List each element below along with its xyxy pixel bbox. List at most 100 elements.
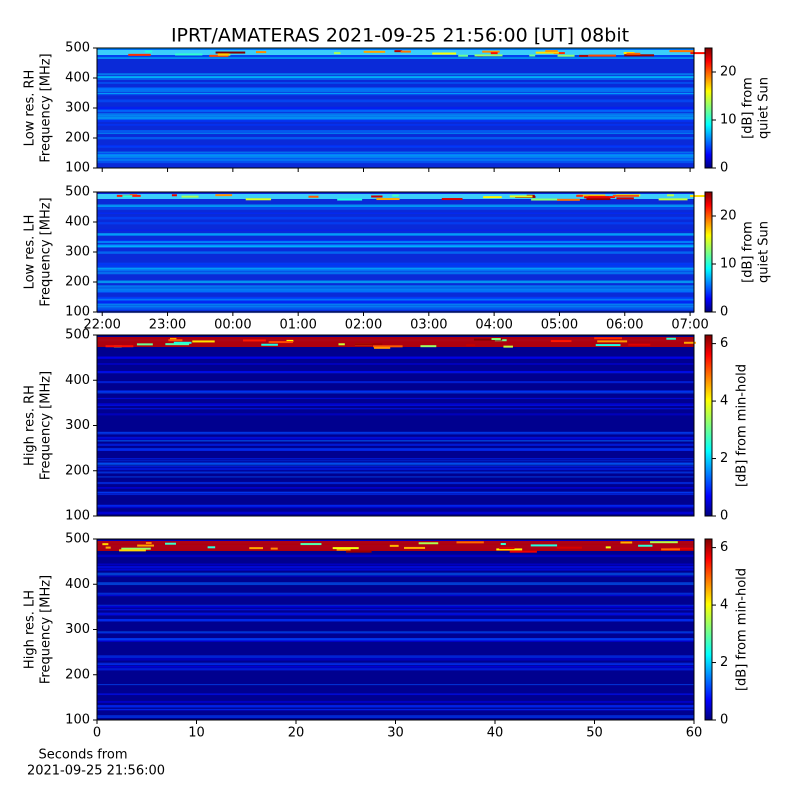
spectrogram-burst — [556, 546, 582, 549]
spectrogram-texture — [97, 443, 694, 446]
spectrogram-texture — [97, 106, 694, 110]
y-tick-label: 400 — [65, 215, 90, 230]
x-tick-label: 07:00 — [671, 318, 708, 333]
spectrogram-texture — [97, 92, 694, 95]
x-tick-label: 22:00 — [83, 318, 120, 333]
x-tick-label: 06:00 — [606, 318, 643, 333]
spectrogram-burst — [605, 546, 611, 549]
spectrogram-texture — [97, 309, 694, 311]
spectrogram-texture — [97, 705, 694, 708]
colorbar-tick-label: 10 — [720, 113, 737, 128]
spectrogram-texture — [97, 216, 694, 220]
x-tick-label: 30 — [387, 726, 404, 741]
spectrogram-texture — [97, 265, 694, 268]
spectrogram-burst — [333, 52, 341, 55]
spectrogram-texture — [97, 632, 694, 634]
spectrogram-burst — [175, 53, 203, 56]
spectrogram-texture — [97, 48, 694, 50]
spectrogram-burst — [418, 542, 439, 545]
spectrogram-texture — [97, 563, 694, 566]
y-tick-label: 200 — [65, 131, 90, 146]
spectrogram-burst — [535, 51, 559, 54]
spectrogram-texture — [97, 240, 694, 244]
colorbar-tick-label: 0 — [720, 713, 728, 728]
spectrogram-burst — [624, 54, 655, 57]
spectrogram-burst — [102, 543, 109, 546]
spectrogram-texture — [97, 233, 694, 236]
colorbar-label: [dB] from min-hold — [735, 364, 750, 487]
spectrogram-burst — [373, 345, 403, 348]
spectrogram-burst — [667, 194, 674, 197]
x-tick-label: 60 — [686, 726, 703, 741]
spectrogram-texture — [97, 82, 694, 84]
spectrogram-burst — [300, 543, 322, 546]
spectrogram-texture — [97, 144, 694, 147]
spectrogram-burst — [669, 50, 694, 53]
spectrogram-burst — [374, 346, 391, 349]
spectrogram-texture — [97, 438, 694, 440]
spectrogram-burst — [577, 194, 606, 197]
spectrogram-burst — [491, 338, 501, 341]
spectrogram-texture — [97, 212, 694, 215]
colorbar — [704, 334, 713, 517]
spectrogram-burst — [122, 195, 133, 198]
spectrogram-texture — [97, 132, 694, 135]
spectrogram-burst — [690, 195, 712, 198]
spectrogram-burst — [121, 547, 151, 550]
spectrogram-burst — [255, 51, 267, 54]
x-tick-label: 00:00 — [214, 318, 251, 333]
spectrogram-burst — [557, 198, 580, 201]
spectrogram-texture — [97, 244, 694, 246]
spectrogram-texture — [97, 268, 694, 271]
spectrogram-burst — [576, 194, 583, 197]
spectrogram-burst — [207, 546, 216, 549]
spectrogram-texture — [97, 582, 694, 586]
spectrogram-burst — [308, 195, 319, 198]
spectrogram-burst — [483, 196, 502, 199]
colorbar-tick-label: 0 — [720, 161, 728, 176]
spectrogram-burst — [261, 343, 278, 346]
spectrogram-texture — [97, 439, 694, 442]
spectrogram-texture — [97, 390, 694, 393]
colorbar-tick-label: 20 — [720, 65, 737, 80]
spectrogram-texture — [97, 204, 694, 208]
y-tick-label: 400 — [65, 71, 90, 86]
spectrogram-texture — [97, 109, 694, 111]
plot-frame — [96, 538, 695, 721]
spectrogram-texture — [97, 572, 694, 576]
spectrogram-texture — [97, 397, 694, 400]
spectrogram-burst — [499, 547, 515, 550]
spectrogram-texture — [97, 638, 694, 641]
spectrogram-texture — [97, 568, 694, 571]
spectrogram-band — [97, 337, 694, 347]
spectrogram-burst — [215, 194, 233, 197]
spectrogram-texture — [97, 109, 694, 113]
spectrogram-texture — [97, 263, 694, 265]
spectrogram-band — [97, 50, 694, 55]
spectrogram-burst — [400, 50, 411, 53]
spectrogram-burst — [215, 51, 246, 54]
x-tick-label: 01:00 — [279, 318, 316, 333]
spectrogram-burst — [530, 544, 558, 547]
spectrogram-texture — [97, 298, 694, 302]
spectrogram-texture — [97, 693, 694, 696]
spectrogram-texture — [97, 269, 694, 272]
spectrogram-texture — [97, 363, 694, 365]
spectrogram-burst — [545, 50, 558, 53]
y-axis-label: Frequency [MHz] — [39, 371, 54, 480]
spectrogram-burst — [119, 549, 146, 552]
colorbar-tick-label: 2 — [720, 655, 728, 670]
spectrogram-texture — [97, 288, 694, 291]
spectrogram-texture — [97, 605, 694, 608]
spectrogram-texture — [97, 449, 694, 451]
colorbar — [704, 538, 713, 721]
spectrogram-texture — [97, 481, 694, 485]
spectrogram-burst — [482, 50, 500, 53]
spectrogram-burst — [594, 337, 623, 340]
spectrogram-texture — [97, 465, 694, 468]
x-tick-label: 02:00 — [345, 318, 382, 333]
y-tick-label: 100 — [65, 305, 90, 320]
spectrogram-texture — [97, 408, 694, 410]
spectrogram-burst — [584, 196, 610, 199]
spectrogram-texture — [97, 151, 694, 154]
